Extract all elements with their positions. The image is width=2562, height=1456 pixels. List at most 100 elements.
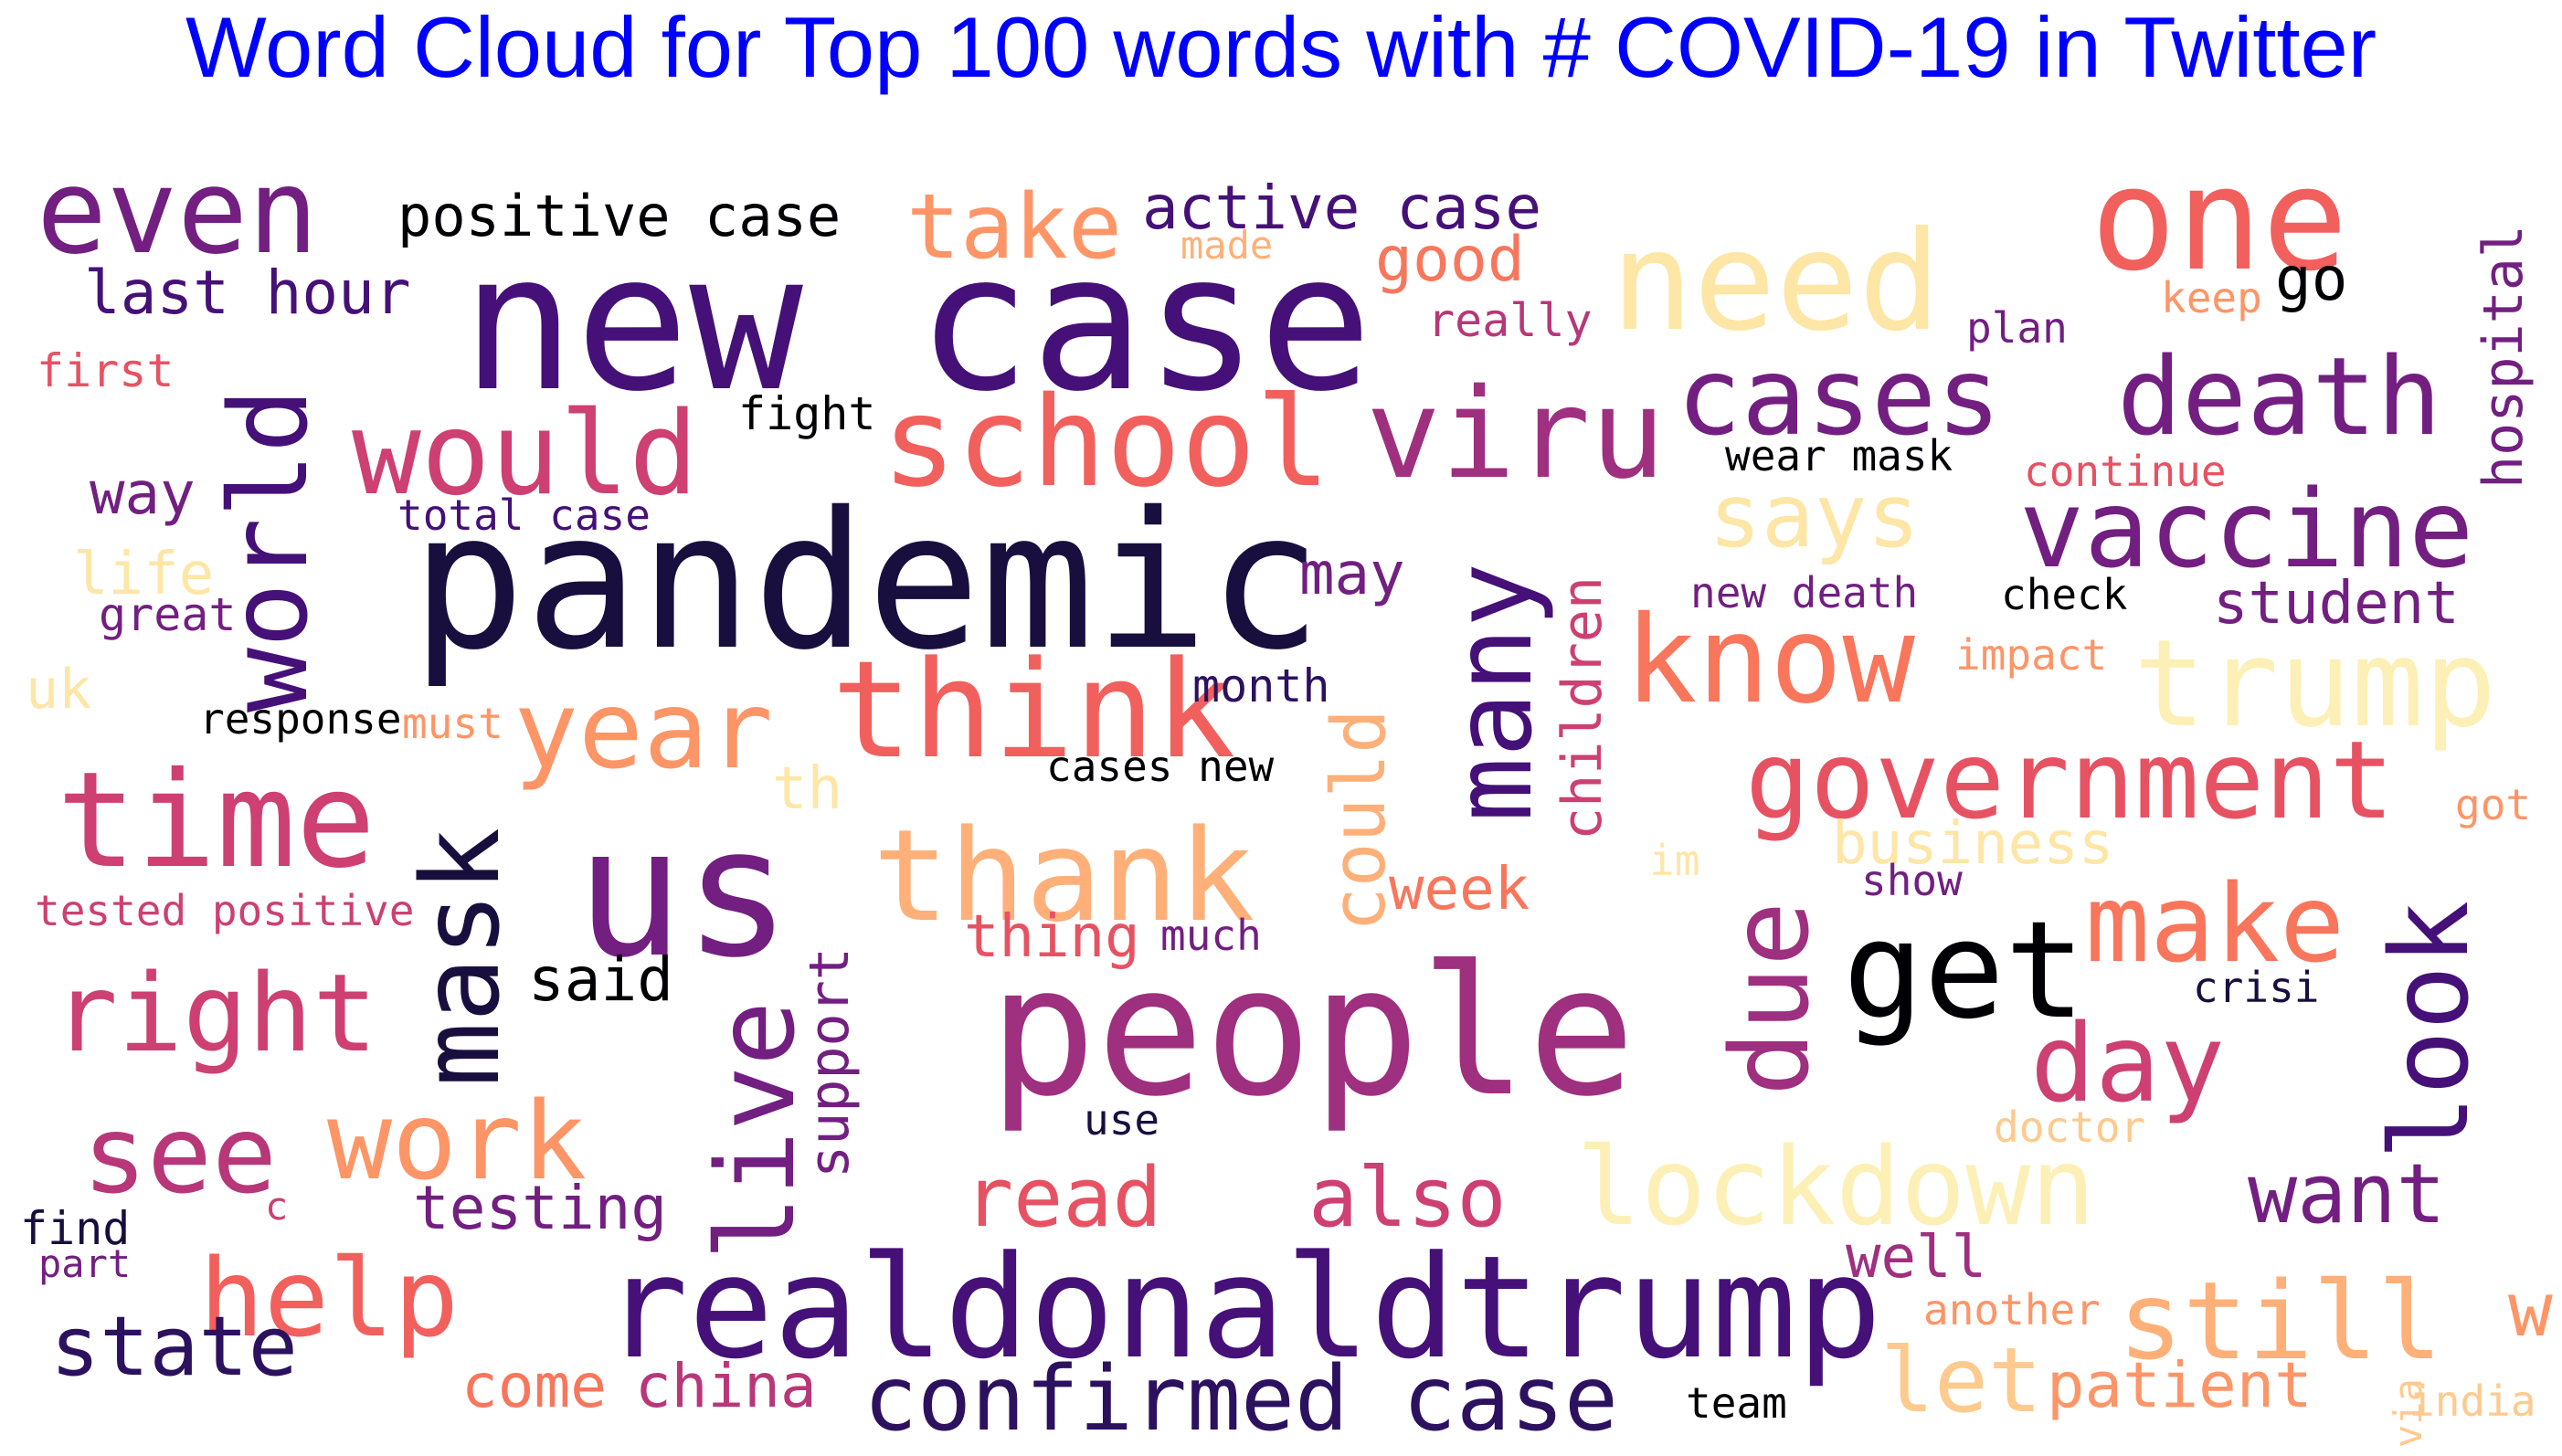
word-new-death: new death <box>1690 568 1918 617</box>
word-get: get <box>1843 892 2086 1049</box>
word-still: still <box>2118 1258 2442 1384</box>
word-world: world <box>206 388 332 712</box>
word-thing: thing <box>964 903 1140 971</box>
word-got: got <box>2455 780 2531 829</box>
word-much: much <box>1160 911 1262 960</box>
word-said: said <box>528 944 673 1015</box>
word-realdonaldtrump: realdonaldtrump <box>603 1225 1882 1390</box>
word-fight: fight <box>738 387 876 440</box>
word-even: even <box>37 144 318 280</box>
word-take: take <box>906 175 1122 280</box>
word-children: children <box>1551 576 1614 840</box>
word-let: let <box>1880 1329 2042 1433</box>
word-team: team <box>1686 1378 1787 1428</box>
word-right: right <box>53 950 377 1076</box>
word-continue: continue <box>2024 447 2227 496</box>
word-many: many <box>1430 563 1556 822</box>
word-read: read <box>964 1150 1162 1246</box>
word-state: state <box>50 1299 298 1395</box>
word-school: school <box>882 371 1330 515</box>
word-think: think <box>831 632 1236 788</box>
word-would: would <box>352 386 698 521</box>
word-first: first <box>37 344 175 397</box>
word-help: help <box>199 1235 459 1361</box>
word-wear-mask: wear mask <box>1725 431 1953 480</box>
word-day: day <box>2030 1000 2225 1126</box>
word-thank: thank <box>873 802 1255 950</box>
word-china: china <box>635 1351 817 1421</box>
word-government: government <box>1745 717 2394 843</box>
word-says: says <box>1709 465 1920 567</box>
word-see: see <box>82 1092 277 1218</box>
word-find: find <box>20 1202 130 1255</box>
word-go: go <box>2275 244 2347 314</box>
word-make: make <box>2085 860 2345 986</box>
word-really: really <box>1427 294 1593 347</box>
word-india: india <box>2409 1377 2536 1426</box>
word-hospital: hospital <box>2472 225 2536 489</box>
word-cases: cases <box>1677 333 2001 459</box>
word-student: student <box>2213 570 2460 638</box>
word-come: come <box>461 1351 607 1421</box>
word-testing: testing <box>413 1173 667 1243</box>
word-vaccine: vaccine <box>2019 466 2473 592</box>
word-keep: keep <box>2161 273 2262 322</box>
word-great: great <box>99 588 237 641</box>
word-crisi: crisi <box>2193 963 2319 1012</box>
word-im: im <box>1649 836 1699 885</box>
word-good: good <box>1375 224 1525 296</box>
word-use: use <box>1084 1095 1159 1145</box>
word-pandemic: pandemic <box>411 471 1322 691</box>
word-well: well <box>1846 1224 1986 1292</box>
word-check: check <box>2001 570 2127 619</box>
word-active-case: active case <box>1142 173 1541 243</box>
word-th: th <box>772 755 842 823</box>
word-due: due <box>1707 902 1833 1096</box>
word-us: us <box>576 789 791 997</box>
word-trump: trump <box>2133 614 2496 754</box>
word-need: need <box>1611 203 1941 362</box>
word-one: one <box>2091 136 2348 302</box>
word-tested-positive: tested positive <box>35 886 414 935</box>
word-time: time <box>57 744 376 898</box>
word-response: response <box>199 694 402 744</box>
word-w: w <box>2508 1268 2553 1354</box>
word-new-case: new case <box>461 213 1372 433</box>
word-another: another <box>1923 1285 2101 1335</box>
word-way: way <box>90 460 196 528</box>
word-death: death <box>2117 333 2441 459</box>
word-positive-case: positive case <box>397 183 841 249</box>
word-month: month <box>1192 659 1330 712</box>
word-show: show <box>1861 856 1963 905</box>
word-viru: viru <box>1366 363 1666 507</box>
word-people: people <box>989 928 1636 1136</box>
word-could: could <box>1317 709 1403 932</box>
word-business: business <box>1832 810 2113 878</box>
word-made: made <box>1180 223 1273 268</box>
word-may: may <box>1299 541 1405 608</box>
word-also: also <box>1308 1150 1507 1246</box>
word-must: must <box>402 699 503 748</box>
word-confirmed-case: confirmed case <box>863 1347 1618 1451</box>
word-year: year <box>513 667 773 793</box>
word-want: want <box>2248 1146 2446 1242</box>
word-week: week <box>1389 856 1530 923</box>
word-via: via <box>2386 1378 2430 1448</box>
word-work: work <box>327 1078 587 1204</box>
word-support: support <box>798 947 862 1178</box>
word-cloud-title: Word Cloud for Top 100 words with # COVI… <box>185 0 2377 95</box>
word-doctor: doctor <box>1994 1103 2145 1152</box>
word-life: life <box>73 541 214 608</box>
word-last-hour: last hour <box>84 258 411 328</box>
word-plan: plan <box>1966 303 2068 353</box>
word-look: look <box>2366 901 2493 1160</box>
word-live: live <box>693 1001 819 1261</box>
word-lockdown: lockdown <box>1576 1124 2095 1250</box>
word-c: c <box>265 1184 288 1229</box>
word-uk: uk <box>26 658 91 722</box>
word-patient: patient <box>2047 1349 2313 1422</box>
word-know: know <box>1625 590 1915 731</box>
word-cases-new: cases new <box>1046 742 1275 791</box>
word-mask: mask <box>397 828 524 1087</box>
